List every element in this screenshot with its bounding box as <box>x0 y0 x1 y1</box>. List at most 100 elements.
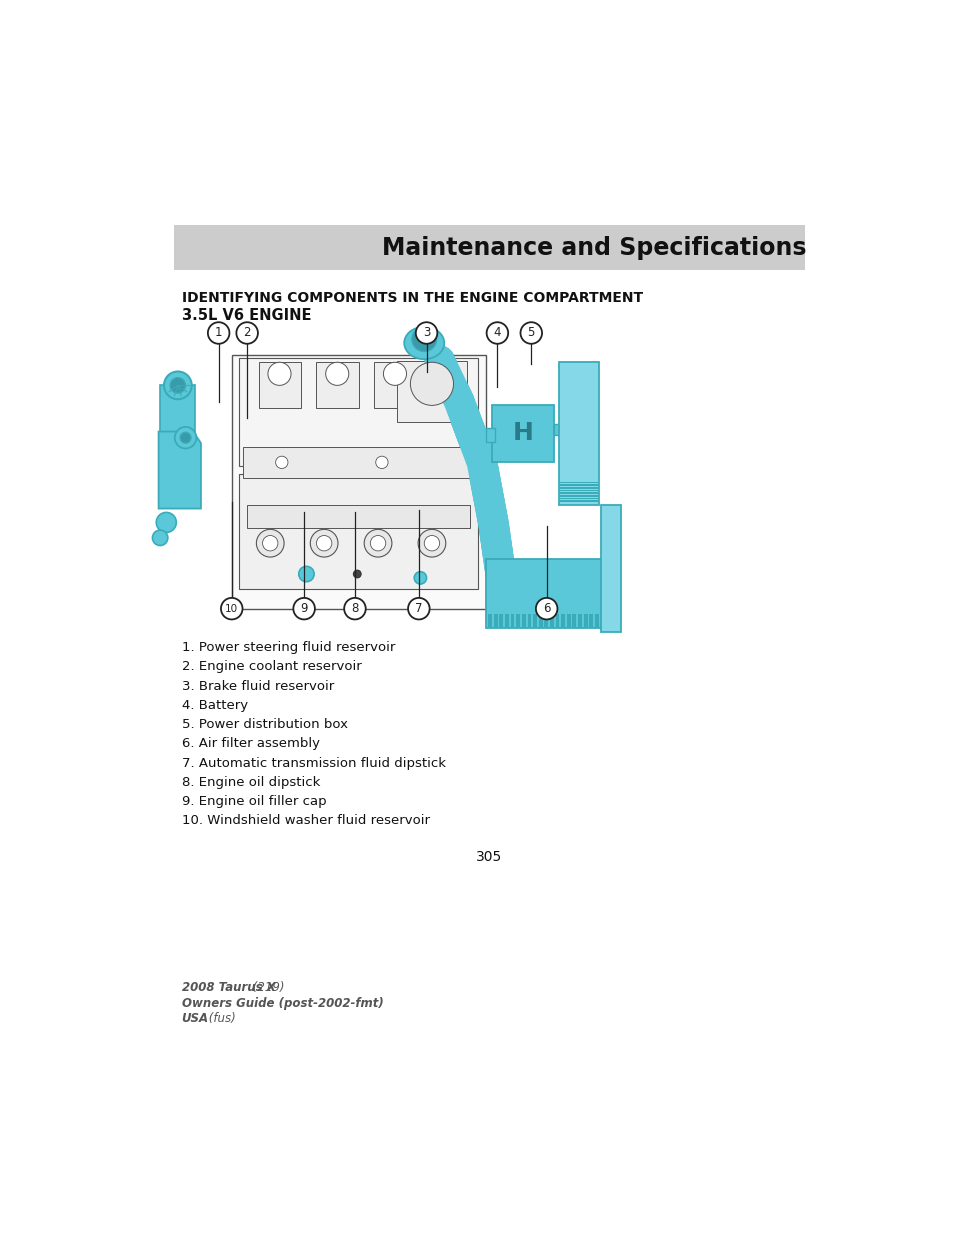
Text: Maintenance and Specifications: Maintenance and Specifications <box>382 236 806 259</box>
Circle shape <box>221 598 242 620</box>
Circle shape <box>536 598 557 620</box>
Text: 7. Automatic transmission fluid dipstick: 7. Automatic transmission fluid dipstick <box>181 757 445 769</box>
Circle shape <box>414 572 426 584</box>
Circle shape <box>520 322 541 343</box>
Text: 3: 3 <box>422 326 430 340</box>
Text: 8. Engine oil dipstick: 8. Engine oil dipstick <box>181 776 320 789</box>
Circle shape <box>164 372 192 399</box>
Bar <box>559 500 598 501</box>
Bar <box>258 362 301 409</box>
Bar <box>555 614 558 627</box>
Circle shape <box>170 378 185 393</box>
Text: 9: 9 <box>300 603 308 615</box>
Circle shape <box>208 322 229 343</box>
Circle shape <box>275 456 288 468</box>
Text: 8: 8 <box>351 603 358 615</box>
Text: 6: 6 <box>542 603 550 615</box>
Text: 2: 2 <box>243 326 251 340</box>
Bar <box>498 614 503 627</box>
Bar <box>559 493 598 494</box>
Bar <box>566 614 570 627</box>
Bar <box>583 614 587 627</box>
Text: 305: 305 <box>476 851 501 864</box>
Text: 4: 4 <box>493 326 500 340</box>
Bar <box>485 427 495 442</box>
Bar <box>521 614 525 627</box>
Text: 1: 1 <box>214 326 222 340</box>
Circle shape <box>370 536 385 551</box>
Circle shape <box>375 456 388 468</box>
Bar <box>559 487 598 489</box>
Text: 3.5L V6 ENGINE: 3.5L V6 ENGINE <box>181 309 311 324</box>
Bar <box>243 447 474 478</box>
Circle shape <box>180 432 191 443</box>
Bar <box>559 498 598 499</box>
Bar <box>558 362 598 505</box>
Text: IDENTIFYING COMPONENTS IN THE ENGINE COMPARTMENT: IDENTIFYING COMPONENTS IN THE ENGINE COM… <box>181 291 642 305</box>
Bar <box>374 362 416 409</box>
Bar <box>247 505 470 527</box>
Text: H: H <box>512 421 533 445</box>
Bar <box>492 405 553 462</box>
Bar <box>510 614 514 627</box>
Bar <box>559 490 598 492</box>
Circle shape <box>236 322 257 343</box>
Text: 2. Engine coolant reservoir: 2. Engine coolant reservoir <box>181 661 361 673</box>
Bar <box>485 558 604 627</box>
Circle shape <box>298 567 314 582</box>
Bar <box>232 354 485 609</box>
Bar <box>595 614 598 627</box>
Circle shape <box>424 536 439 551</box>
Text: 9. Engine oil filler cap: 9. Engine oil filler cap <box>181 795 326 808</box>
Text: 5: 5 <box>527 326 535 340</box>
Bar <box>572 614 576 627</box>
Bar <box>560 614 564 627</box>
Text: 4. Battery: 4. Battery <box>181 699 248 711</box>
Bar <box>559 495 598 496</box>
Circle shape <box>486 322 508 343</box>
Circle shape <box>383 362 406 385</box>
Text: USA: USA <box>181 1013 209 1025</box>
Bar <box>589 614 593 627</box>
Circle shape <box>152 530 168 546</box>
Circle shape <box>316 536 332 551</box>
Bar <box>553 424 560 436</box>
Circle shape <box>325 362 349 385</box>
Circle shape <box>344 598 365 620</box>
Bar <box>544 614 548 627</box>
Bar <box>173 225 804 270</box>
Text: (fus): (fus) <box>205 1013 235 1025</box>
Circle shape <box>310 530 337 557</box>
Circle shape <box>293 598 314 620</box>
Circle shape <box>156 513 176 532</box>
Circle shape <box>174 427 196 448</box>
Bar <box>488 614 492 627</box>
Text: 1. Power steering fluid reservoir: 1. Power steering fluid reservoir <box>181 641 395 655</box>
Text: 10: 10 <box>225 604 238 614</box>
Text: 10. Windshield washer fluid reservoir: 10. Windshield washer fluid reservoir <box>181 814 429 827</box>
Bar <box>533 614 537 627</box>
Text: 7: 7 <box>415 603 422 615</box>
Bar <box>559 484 598 485</box>
Circle shape <box>408 598 429 620</box>
Circle shape <box>256 530 284 557</box>
Circle shape <box>412 327 436 352</box>
Text: 6. Air filter assembly: 6. Air filter assembly <box>181 737 319 750</box>
Bar <box>516 614 519 627</box>
Circle shape <box>417 530 445 557</box>
Bar <box>160 385 194 436</box>
Circle shape <box>416 322 436 343</box>
Bar <box>538 614 542 627</box>
Bar <box>550 614 554 627</box>
Text: 3. Brake fluid reservoir: 3. Brake fluid reservoir <box>181 679 334 693</box>
Polygon shape <box>158 431 201 509</box>
Bar <box>578 614 581 627</box>
Circle shape <box>364 530 392 557</box>
Bar <box>239 358 477 466</box>
Circle shape <box>268 362 291 385</box>
Text: (219): (219) <box>249 982 284 994</box>
Bar <box>396 361 466 422</box>
Bar <box>559 482 598 483</box>
Text: 2008 Taurus X: 2008 Taurus X <box>181 982 275 994</box>
Bar <box>494 614 497 627</box>
